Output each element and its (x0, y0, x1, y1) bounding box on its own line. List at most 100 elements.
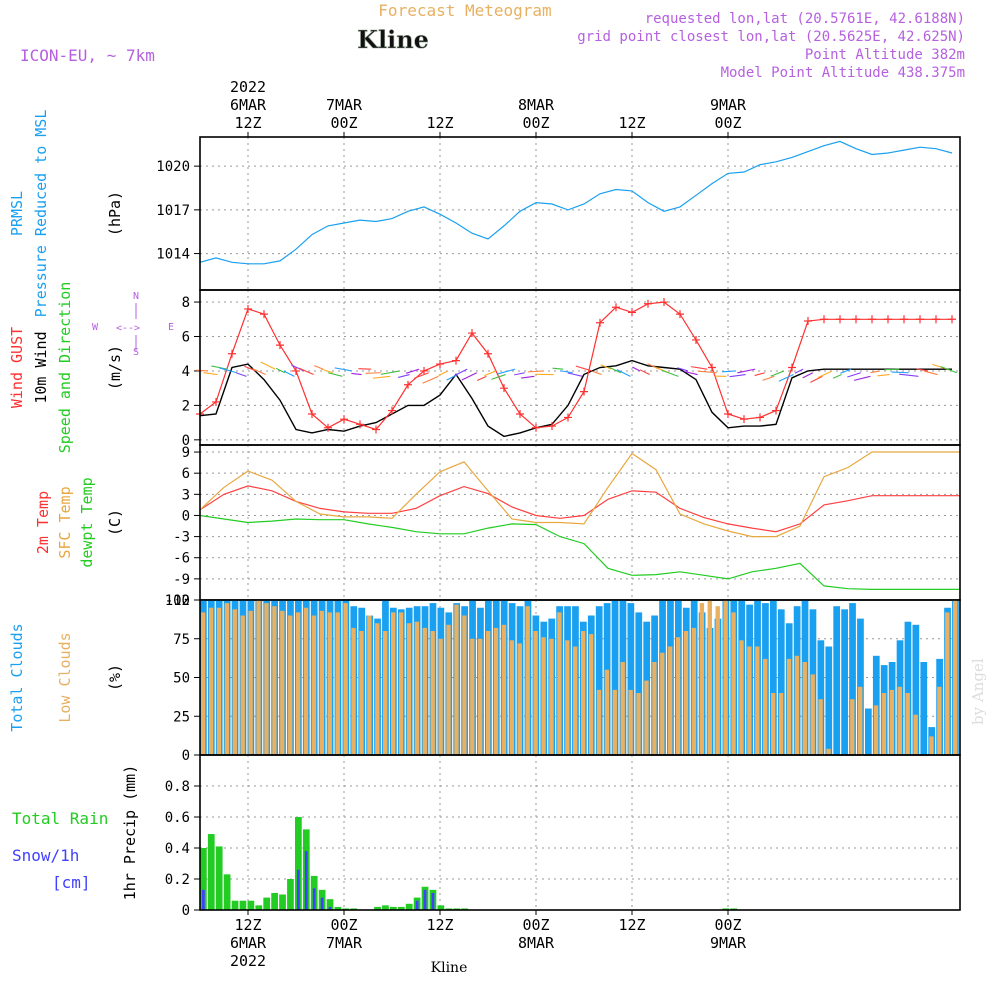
wind-arrow (817, 370, 833, 379)
wind-arrow (661, 369, 679, 377)
low-clouds-bar (596, 689, 602, 755)
top-tick-hour: 00Z (714, 114, 741, 132)
wind-gust-point (932, 315, 940, 324)
wind-gust-point (836, 315, 844, 324)
low-clouds-bar (501, 624, 507, 755)
bottom-tick-date: 9MAR (710, 934, 747, 952)
low-clouds-bar (208, 607, 214, 755)
wind-arrow (762, 375, 775, 381)
bottom-tick-year: 2022 (230, 952, 266, 970)
wind-gust-point (708, 363, 716, 372)
pressure-series-label: Pressure Reduced to MSL (32, 110, 50, 318)
pressure-ytick-label: 1020 (156, 159, 190, 175)
wind-arrow (899, 373, 919, 377)
wind-gust-point (900, 315, 908, 324)
wind-arrow (600, 364, 612, 370)
wind-gust-point (388, 406, 396, 415)
wind-arrow (283, 370, 295, 377)
low-clouds-bar (937, 686, 942, 755)
precip-legend-unit: [cm] (52, 873, 91, 892)
snow-bar (312, 888, 316, 910)
snow-bar (415, 900, 419, 910)
low-clouds-bar (683, 631, 689, 755)
wind-arrow (884, 368, 900, 371)
low-clouds-bar (295, 612, 301, 755)
wind-ytick-label: 2 (182, 398, 190, 414)
clouds-ylabel: (%) (106, 664, 124, 691)
precip-ytick-label: 0.8 (165, 779, 190, 795)
low-clouds-bar (470, 638, 475, 755)
chart-panels: 1014 1017 1020 (hPa) PRMSL Pressure Reduced t… (8, 110, 961, 919)
low-clouds-bar (216, 607, 222, 755)
low-clouds-bar (810, 674, 815, 755)
compass-n: N (133, 291, 139, 302)
rain-bar (263, 897, 271, 910)
wind-gust-point (580, 387, 588, 396)
low-clouds-bar (739, 640, 744, 755)
low-clouds-bar (343, 603, 348, 755)
pressure-ylabel: (hPa) (106, 191, 124, 236)
total-clouds-bar (777, 609, 785, 755)
precip-legend-rain: Total Rain (12, 809, 108, 828)
low-clouds-bar (580, 631, 586, 755)
wind-gust-point (772, 406, 780, 415)
low-clouds-bar (390, 612, 396, 755)
snow-bar (201, 889, 205, 910)
low-clouds-bar (636, 693, 641, 755)
wind-gust-point (644, 299, 652, 308)
wind-series-label: Wind GUST (8, 327, 26, 408)
wind-arrow (840, 368, 852, 374)
temperature-series-label: dewpt Temp (78, 477, 96, 567)
low-clouds-bar (731, 612, 736, 755)
wind-arrow (737, 368, 756, 374)
snow-bar (431, 892, 435, 910)
temperature-ytick-label: 3 (182, 487, 190, 503)
low-clouds-bar (588, 634, 594, 755)
credit-text: by Angel (969, 658, 987, 725)
wind-arrow (405, 368, 420, 374)
wind-arrow (677, 367, 689, 372)
model-altitude: Model Point Altitude 438.375m (721, 65, 965, 81)
clouds-ytick-label: 75 (173, 632, 190, 648)
wind-gust-point (340, 415, 348, 424)
wind-gust-point (564, 413, 572, 422)
low-clouds-bar (430, 631, 435, 755)
wind-arrow (414, 372, 429, 379)
wind-ylabel: (m/s) (106, 345, 124, 390)
rain-bar (295, 817, 302, 910)
wind-arrow (351, 372, 362, 376)
low-clouds-bar (240, 615, 245, 755)
rain-bar (382, 905, 389, 910)
low-clouds-bar (485, 631, 491, 755)
rain-bar (397, 906, 405, 910)
low-clouds-bar (375, 623, 380, 755)
top-tick-hour: 12Z (234, 114, 261, 132)
total-clouds-bar (920, 662, 928, 755)
precip-ytick-label: 0.2 (165, 872, 190, 888)
low-clouds-bar (280, 610, 285, 755)
pressure-prmsl-line (199, 140, 953, 265)
temperature-sfc-temp-line (199, 451, 960, 538)
wind-arrow (940, 366, 957, 374)
low-clouds-bar (288, 615, 293, 755)
total-clouds-bar (841, 609, 848, 755)
low-clouds-bar (311, 615, 317, 755)
low-clouds-bar (398, 612, 404, 755)
wind-arrow (754, 372, 765, 377)
wind-gust-point (308, 410, 316, 418)
rain-bar (390, 906, 397, 910)
wind-arrow (916, 368, 929, 372)
low-clouds-bar (541, 637, 546, 755)
low-clouds-bar (945, 612, 950, 755)
location-title: Kline (357, 25, 429, 54)
wind-gust-point (852, 315, 860, 324)
wind-gust-point (436, 360, 444, 369)
temperature-panel: 9 6 3 0 -3 -6 -9 -12 (C) 2m Temp SFC Temp dewpt Tem… (34, 444, 961, 609)
wind-arrow (552, 367, 564, 370)
low-clouds-bar (367, 615, 372, 755)
low-clouds-bar (763, 658, 768, 755)
wind-arrow (334, 367, 353, 372)
wind-arrow (870, 370, 881, 374)
temperature-ytick-label: -3 (173, 530, 190, 546)
